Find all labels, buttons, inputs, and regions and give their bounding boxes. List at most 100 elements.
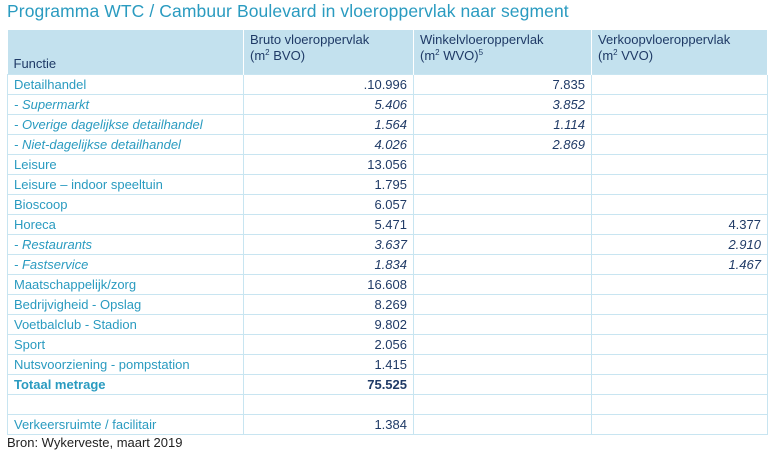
table-row: - Overige dagelijkse detailhandel 1.564 1.… (7, 114, 768, 135)
table-row: Verkeersruimte / facilitair 1.384 (7, 414, 768, 435)
table-header-row: Functie Bruto vloeroppervlak (m2 BVO) Wi… (7, 30, 768, 75)
table-row: Sport 2.056 (7, 334, 768, 355)
cell-bruto: 2.056 (243, 334, 414, 355)
cell-verkoop: 1.467 (591, 254, 768, 275)
cell-verkoop (591, 114, 768, 135)
cell-winkel (413, 354, 592, 375)
table-row: - Niet-dagelijkse detailhandel 4.026 2.869 (7, 134, 768, 155)
cell-winkel (413, 374, 592, 395)
cell-verkoop (591, 174, 768, 195)
cell-verkoop (591, 274, 768, 295)
cell-verkoop (591, 394, 768, 415)
cell-verkoop (591, 354, 768, 375)
cell-winkel: 2.869 (413, 134, 592, 155)
cell-winkel: 7.835 (413, 74, 592, 95)
table-row: Totaal metrage 75.525 (7, 374, 768, 395)
cell-functie: Sport (7, 334, 244, 355)
cell-verkoop (591, 294, 768, 315)
cell-verkoop (591, 74, 768, 95)
cell-winkel (413, 214, 592, 235)
cell-winkel (413, 254, 592, 275)
header-verkoop-unit: (m2 VVO) (598, 48, 654, 63)
table-row (7, 394, 768, 415)
cell-verkoop (591, 94, 768, 115)
header-bruto-unit: (m2 BVO) (250, 48, 306, 63)
cell-functie: Bedrijvigheid - Opslag (7, 294, 244, 315)
cell-verkoop (591, 334, 768, 355)
footnote-marker: 5 (478, 48, 484, 57)
cell-functie: - Fastservice (7, 254, 244, 275)
header-functie: Functie (7, 30, 244, 75)
cell-bruto: 1.384 (243, 414, 414, 435)
cell-verkoop (591, 134, 768, 155)
table-row: Maatschappelijk/zorg 16.608 (7, 274, 768, 295)
cell-bruto: 75.525 (243, 374, 414, 395)
cell-bruto: 1.564 (243, 114, 414, 135)
cell-bruto (243, 394, 414, 415)
cell-functie: Leisure – indoor speeltuin (7, 174, 244, 195)
cell-verkoop: 4.377 (591, 214, 768, 235)
cell-functie: Nutsvoorziening - pompstation (7, 354, 244, 375)
segment-table: Functie Bruto vloeroppervlak (m2 BVO) Wi… (7, 30, 768, 435)
cell-bruto: 3.637 (243, 234, 414, 255)
cell-verkoop (591, 154, 768, 175)
cell-winkel (413, 334, 592, 355)
cell-winkel (413, 414, 592, 435)
cell-functie: Detailhandel (7, 74, 244, 95)
header-winkel: Winkelvloeroppervlak (m2 WVO)5 (413, 30, 592, 75)
cell-bruto: 1.415 (243, 354, 414, 375)
cell-winkel (413, 194, 592, 215)
cell-bruto: 4.026 (243, 134, 414, 155)
cell-functie: Voetbalclub - Stadion (7, 314, 244, 335)
table-body: Detailhandel .10.996 7.835- Supermarkt 5.40… (7, 74, 768, 435)
cell-functie: Leisure (7, 154, 244, 175)
cell-functie (7, 394, 244, 415)
cell-winkel: 3.852 (413, 94, 592, 115)
cell-functie: - Niet-dagelijkse detailhandel (7, 134, 244, 155)
header-verkoop-title: Verkoopvloeroppervlak (598, 32, 731, 47)
table-row: Bioscoop 6.057 (7, 194, 768, 215)
header-winkel-title: Winkelvloeroppervlak (420, 32, 544, 47)
header-verkoop: Verkoopvloeroppervlak (m2 VVO) (591, 30, 768, 75)
cell-winkel (413, 314, 592, 335)
cell-winkel (413, 154, 592, 175)
source-note: Bron: Wykerveste, maart 2019 (7, 435, 183, 450)
cell-winkel (413, 174, 592, 195)
cell-bruto: .10.996 (243, 74, 414, 95)
cell-verkoop: 2.910 (591, 234, 768, 255)
cell-bruto: 5.471 (243, 214, 414, 235)
cell-winkel: 1.114 (413, 114, 592, 135)
cell-bruto: 6.057 (243, 194, 414, 215)
table-row: Leisure 13.056 (7, 154, 768, 175)
cell-verkoop (591, 414, 768, 435)
cell-bruto: 1.834 (243, 254, 414, 275)
table-row: - Restaurants 3.637 2.910 (7, 234, 768, 255)
cell-verkoop (591, 194, 768, 215)
table-row: Detailhandel .10.996 7.835 (7, 74, 768, 95)
cell-winkel (413, 274, 592, 295)
cell-verkoop (591, 314, 768, 335)
cell-functie: Verkeersruimte / facilitair (7, 414, 244, 435)
table-row: - Supermarkt 5.406 3.852 (7, 94, 768, 115)
header-winkel-unit: (m2 WVO)5 (420, 48, 484, 63)
cell-functie: - Restaurants (7, 234, 244, 255)
cell-functie: Horeca (7, 214, 244, 235)
cell-functie: Totaal metrage (7, 374, 244, 395)
cell-functie: - Overige dagelijkse detailhandel (7, 114, 244, 135)
cell-bruto: 13.056 (243, 154, 414, 175)
cell-bruto: 5.406 (243, 94, 414, 115)
table-row: Horeca 5.471 4.377 (7, 214, 768, 235)
cell-functie: Maatschappelijk/zorg (7, 274, 244, 295)
cell-functie: Bioscoop (7, 194, 244, 215)
cell-winkel (413, 294, 592, 315)
cell-functie: - Supermarkt (7, 94, 244, 115)
cell-bruto: 16.608 (243, 274, 414, 295)
cell-verkoop (591, 374, 768, 395)
cell-winkel (413, 394, 592, 415)
header-bruto: Bruto vloeroppervlak (m2 BVO) (243, 30, 414, 75)
table-row: Nutsvoorziening - pompstation 1.415 (7, 354, 768, 375)
table-row: Voetbalclub - Stadion 9.802 (7, 314, 768, 335)
header-bruto-title: Bruto vloeroppervlak (250, 32, 370, 47)
page-title: Programma WTC / Cambuur Boulevard in vlo… (7, 1, 569, 21)
cell-bruto: 8.269 (243, 294, 414, 315)
